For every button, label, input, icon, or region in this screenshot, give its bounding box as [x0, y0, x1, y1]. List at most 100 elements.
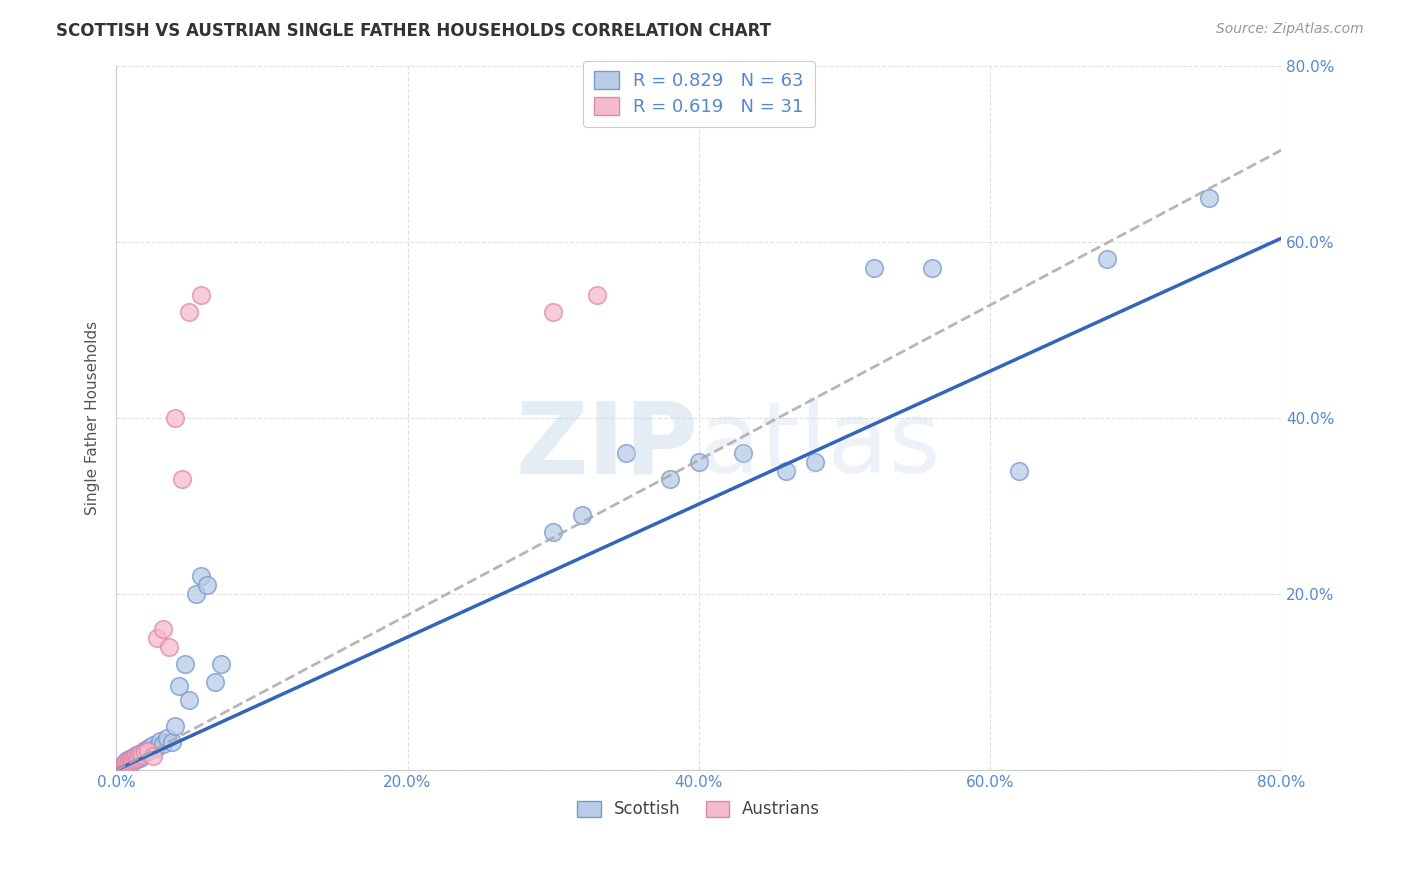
- Point: [134, 743, 156, 757]
- Point: [541, 525, 564, 540]
- Point: [163, 410, 186, 425]
- Point: [120, 752, 142, 766]
- Point: [114, 756, 136, 770]
- Point: [177, 305, 200, 319]
- Point: [128, 750, 150, 764]
- Point: [167, 679, 190, 693]
- Point: [111, 759, 134, 773]
- Point: [127, 749, 149, 764]
- Point: [160, 735, 183, 749]
- Point: [117, 756, 139, 771]
- Text: atlas: atlas: [699, 398, 941, 494]
- Point: [157, 640, 180, 654]
- Point: [142, 748, 165, 763]
- Point: [145, 741, 167, 756]
- Point: [132, 744, 155, 758]
- Point: [115, 755, 138, 769]
- Point: [124, 748, 146, 763]
- Point: [115, 754, 138, 768]
- Point: [111, 758, 134, 772]
- Point: [131, 746, 153, 760]
- Point: [112, 757, 135, 772]
- Text: ZIP: ZIP: [516, 398, 699, 494]
- Point: [1008, 464, 1031, 478]
- Legend: Scottish, Austrians: Scottish, Austrians: [571, 794, 827, 825]
- Point: [541, 305, 564, 319]
- Point: [120, 754, 142, 768]
- Point: [152, 622, 174, 636]
- Text: SCOTTISH VS AUSTRIAN SINGLE FATHER HOUSEHOLDS CORRELATION CHART: SCOTTISH VS AUSTRIAN SINGLE FATHER HOUSE…: [56, 22, 772, 40]
- Point: [571, 508, 593, 522]
- Point: [146, 631, 169, 645]
- Point: [110, 760, 132, 774]
- Point: [731, 446, 754, 460]
- Point: [121, 753, 143, 767]
- Y-axis label: Single Father Households: Single Father Households: [86, 321, 100, 515]
- Point: [156, 731, 179, 746]
- Point: [134, 745, 156, 759]
- Point: [125, 751, 148, 765]
- Point: [115, 755, 138, 769]
- Point: [115, 756, 138, 771]
- Point: [124, 749, 146, 764]
- Point: [658, 472, 681, 486]
- Point: [775, 464, 797, 478]
- Point: [177, 692, 200, 706]
- Point: [195, 578, 218, 592]
- Point: [142, 739, 165, 753]
- Point: [125, 750, 148, 764]
- Point: [136, 742, 159, 756]
- Point: [112, 759, 135, 773]
- Point: [209, 657, 232, 672]
- Point: [108, 761, 131, 775]
- Point: [112, 759, 135, 773]
- Point: [586, 287, 609, 301]
- Point: [128, 747, 150, 761]
- Point: [118, 754, 141, 768]
- Point: [112, 756, 135, 771]
- Point: [127, 747, 149, 761]
- Point: [111, 760, 134, 774]
- Point: [114, 758, 136, 772]
- Point: [804, 455, 827, 469]
- Point: [117, 753, 139, 767]
- Point: [190, 287, 212, 301]
- Point: [121, 755, 143, 769]
- Point: [118, 756, 141, 770]
- Point: [129, 747, 152, 762]
- Point: [152, 737, 174, 751]
- Point: [149, 734, 172, 748]
- Point: [136, 744, 159, 758]
- Point: [1095, 252, 1118, 267]
- Point: [115, 757, 138, 772]
- Point: [108, 761, 131, 775]
- Point: [139, 740, 162, 755]
- Point: [122, 753, 145, 767]
- Point: [122, 749, 145, 764]
- Point: [118, 752, 141, 766]
- Point: [186, 587, 208, 601]
- Point: [112, 757, 135, 772]
- Point: [117, 756, 139, 770]
- Point: [121, 750, 143, 764]
- Point: [120, 751, 142, 765]
- Point: [114, 758, 136, 772]
- Point: [614, 446, 637, 460]
- Point: [124, 752, 146, 766]
- Point: [122, 751, 145, 765]
- Text: Source: ZipAtlas.com: Source: ZipAtlas.com: [1216, 22, 1364, 37]
- Point: [862, 261, 884, 276]
- Point: [688, 455, 710, 469]
- Point: [110, 759, 132, 773]
- Point: [173, 657, 195, 672]
- Point: [127, 748, 149, 763]
- Point: [163, 719, 186, 733]
- Point: [1198, 191, 1220, 205]
- Point: [120, 755, 142, 769]
- Point: [170, 472, 193, 486]
- Point: [190, 569, 212, 583]
- Point: [110, 760, 132, 774]
- Point: [921, 261, 943, 276]
- Point: [131, 747, 153, 762]
- Point: [204, 675, 226, 690]
